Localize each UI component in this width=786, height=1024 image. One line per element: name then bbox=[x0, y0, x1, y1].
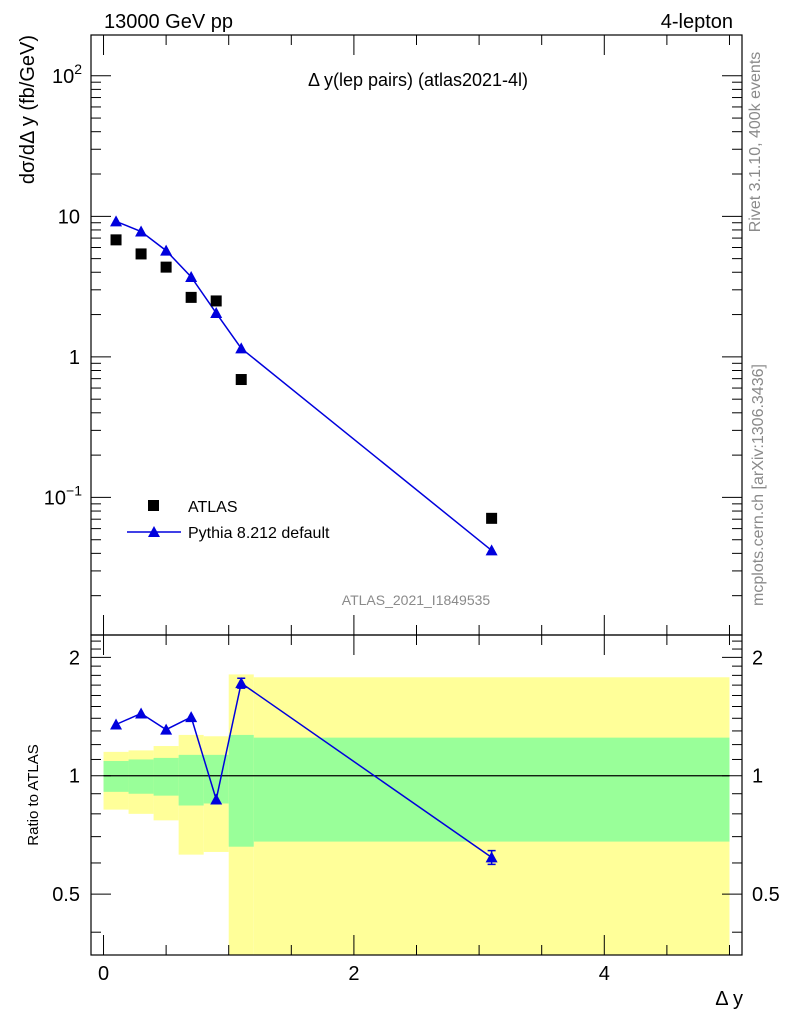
main-y-axis: 10−1 1 10 102 bbox=[44, 61, 742, 597]
pythia-point bbox=[485, 544, 498, 556]
plot-title: Δ y(lep pairs) (atlas2021-4l) bbox=[308, 70, 528, 90]
y-tick-label: 10−1 bbox=[44, 482, 82, 509]
x-axis-label: Δ y bbox=[715, 988, 743, 1010]
pythia-point bbox=[160, 244, 173, 256]
y-tick-label: 10 bbox=[58, 206, 80, 228]
ratio-uncertainty-bands bbox=[103, 674, 730, 955]
y-tick-label: 1 bbox=[69, 347, 80, 369]
inner-band-bin bbox=[153, 757, 179, 796]
main-marks bbox=[110, 215, 498, 556]
pythia-point bbox=[110, 215, 123, 227]
main-frame bbox=[90, 34, 743, 636]
ratio-y-tick-label-right: 1 bbox=[752, 766, 763, 788]
ratio-y-tick-label-right: 2 bbox=[752, 647, 763, 669]
legend-marker-pythia bbox=[148, 526, 160, 537]
atlas-data-point bbox=[110, 234, 122, 246]
rivet-version-label: Rivet 3.1.10, 400k events bbox=[747, 52, 764, 233]
atlas-data-point bbox=[235, 374, 247, 386]
inner-band-bin bbox=[128, 759, 154, 794]
pythia-point bbox=[135, 225, 148, 237]
main-y-axis-label: dσ/dΔ y (fb/GeV) bbox=[17, 35, 39, 184]
inner-band-bin bbox=[253, 737, 730, 842]
atlas-data-point bbox=[486, 512, 498, 524]
ratio-y-tick-label: 0.5 bbox=[52, 884, 80, 906]
inner-band-bin bbox=[178, 754, 204, 806]
header-process-label: 4-lepton bbox=[661, 11, 733, 33]
legend-label-atlas: ATLAS bbox=[188, 499, 238, 516]
ratio-y-tick-label-right: 0.5 bbox=[752, 884, 780, 906]
ratio-panel: 0.5 0.5 1 1 2 2 0 2 4 Ratio to ATLAS bbox=[25, 634, 780, 985]
legend-marker-atlas bbox=[148, 500, 159, 511]
atlas-data-point bbox=[185, 291, 197, 303]
ratio-point bbox=[110, 718, 123, 730]
x-tick-label: 2 bbox=[348, 963, 359, 985]
atlas-data-point bbox=[210, 295, 222, 307]
y-tick-label: 102 bbox=[52, 61, 82, 88]
header-energy-label: 13000 GeV pp bbox=[104, 11, 233, 33]
legend-label-pythia: Pythia 8.212 default bbox=[188, 525, 330, 542]
pythia-point bbox=[235, 342, 248, 354]
ratio-point bbox=[485, 851, 498, 863]
pythia-point bbox=[185, 271, 198, 283]
legend: ATLAS Pythia 8.212 default bbox=[127, 499, 330, 542]
main-x-axis bbox=[103, 35, 730, 635]
atlas-data-point bbox=[160, 261, 172, 273]
mcplots-credit-label: mcplots.cern.ch [arXiv:1306.3436] bbox=[750, 364, 767, 606]
ratio-y-axis-label: Ratio to ATLAS bbox=[25, 744, 42, 845]
ratio-x-axis: 0 2 4 bbox=[98, 635, 730, 985]
ratio-point bbox=[235, 677, 248, 689]
inner-band-bin bbox=[228, 734, 254, 847]
x-tick-label: 4 bbox=[599, 963, 610, 985]
ratio-y-tick-label: 1 bbox=[69, 766, 80, 788]
analysis-id-label: ATLAS_2021_I1849535 bbox=[342, 592, 491, 608]
x-tick-label: 0 bbox=[98, 963, 109, 985]
ratio-point bbox=[135, 707, 148, 719]
ratio-y-axis: 0.5 0.5 1 1 2 2 bbox=[52, 640, 780, 933]
ratio-point bbox=[160, 723, 173, 735]
inner-band-bin bbox=[103, 761, 129, 792]
ratio-point bbox=[210, 793, 223, 805]
pythia-point bbox=[210, 307, 223, 319]
main-panel: 10−1 1 10 102 Δ y(lep pairs) (atlas2021-4l)… bbox=[17, 34, 743, 636]
atlas-data-point bbox=[135, 248, 147, 260]
ratio-point bbox=[185, 711, 198, 723]
ratio-marks bbox=[110, 677, 498, 866]
pythia-line bbox=[115, 220, 493, 551]
ratio-y-tick-label: 2 bbox=[69, 647, 80, 669]
